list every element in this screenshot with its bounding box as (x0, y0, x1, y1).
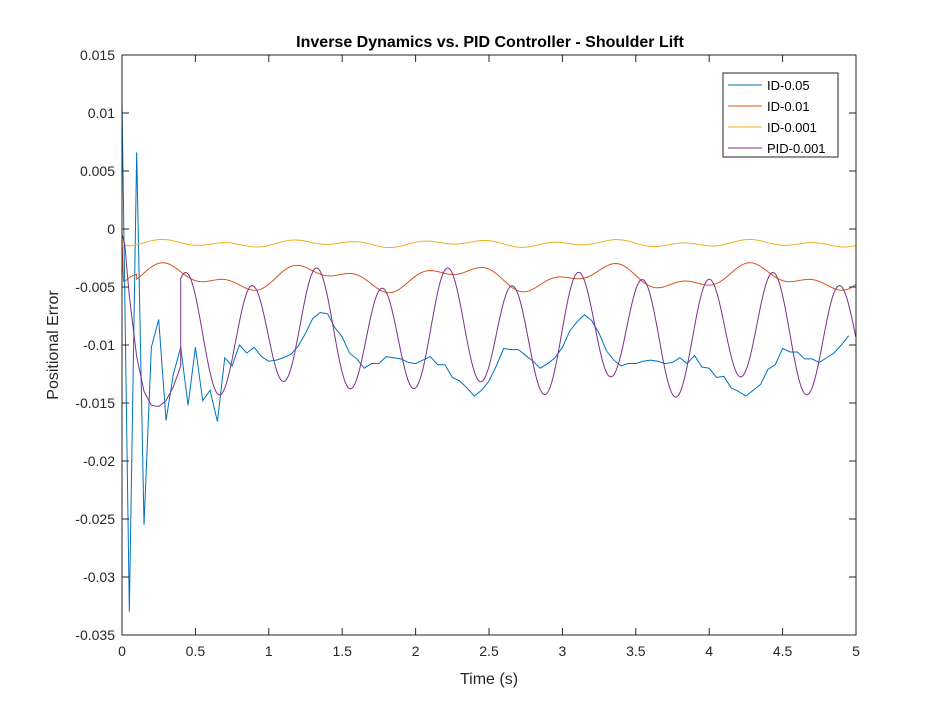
x-tick-label: 0 (118, 643, 126, 659)
legend-label: ID-0.05 (767, 78, 810, 93)
legend-label: PID-0.001 (767, 141, 826, 156)
x-tick-label: 4 (705, 643, 713, 659)
x-tick-label: 1 (265, 643, 273, 659)
x-tick-label: 2.5 (479, 643, 499, 659)
legend-label: ID-0.001 (767, 120, 817, 135)
y-tick-label: -0.03 (83, 569, 115, 585)
y-tick-label: 0.01 (88, 105, 115, 121)
x-tick-label: 1.5 (332, 643, 352, 659)
x-tick-label: 2 (412, 643, 420, 659)
legend-label: ID-0.01 (767, 99, 810, 114)
x-tick-label: 5 (852, 643, 860, 659)
y-tick-label: -0.015 (75, 395, 115, 411)
x-tick-label: 0.5 (186, 643, 206, 659)
x-tick-label: 3.5 (626, 643, 646, 659)
y-tick-label: 0 (107, 221, 115, 237)
y-tick-label: -0.035 (75, 627, 115, 643)
y-tick-label: -0.02 (83, 453, 115, 469)
chart-title: Inverse Dynamics vs. PID Controller - Sh… (296, 34, 684, 51)
x-tick-label: 3 (559, 643, 567, 659)
x-tick-label: 4.5 (773, 643, 793, 659)
legend-box (722, 72, 839, 158)
legend: ID-0.05 ID-0.01 ID-0.001 PID-0.001 (722, 72, 839, 158)
y-tick-label: 0.015 (80, 47, 115, 63)
y-axis-label: Positional Error (45, 290, 62, 400)
y-tick-label: -0.01 (83, 337, 115, 353)
series-line-pid-0-001 (122, 234, 856, 408)
x-axis: 0 0.5 1 1.5 2 2.5 3 3.5 4 4.5 5 (118, 55, 860, 659)
series-line-id-0-001 (122, 233, 856, 249)
series-line-id-0-05 (122, 101, 850, 612)
y-tick-label: -0.025 (75, 511, 115, 527)
series-layer (122, 101, 856, 612)
x-axis-label: Time (s) (460, 671, 518, 688)
y-axis: -0.035 -0.03 -0.025 -0.02 -0.015 -0.01 -0.005 0… (75, 47, 856, 643)
y-tick-label: -0.005 (75, 279, 115, 295)
y-tick-label: 0.005 (80, 163, 115, 179)
